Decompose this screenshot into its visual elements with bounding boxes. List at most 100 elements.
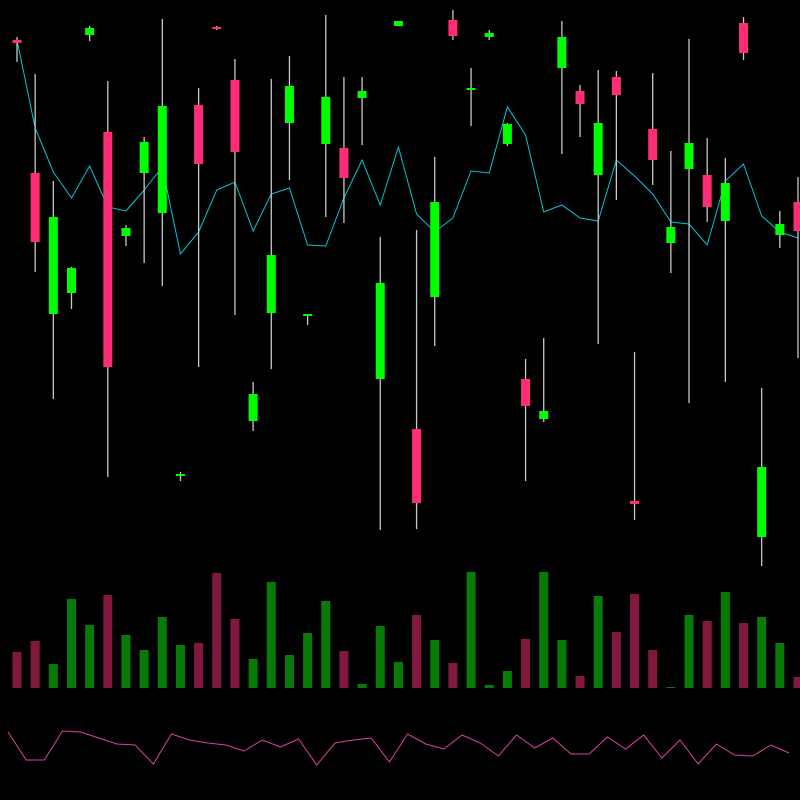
candle <box>230 59 240 315</box>
candle <box>393 21 403 26</box>
candle-body <box>375 283 385 379</box>
candle-body <box>30 173 40 242</box>
volume-bar <box>121 635 131 688</box>
candle-body <box>393 21 403 26</box>
volume-bar <box>630 594 640 688</box>
volume-bar <box>212 573 222 688</box>
candle <box>666 151 676 273</box>
candle <box>466 68 476 126</box>
candle-body <box>430 202 440 297</box>
volume-bar <box>194 643 204 688</box>
volume-bar <box>12 652 22 688</box>
volume-bar <box>266 582 276 688</box>
candle-body <box>121 228 131 236</box>
volume-bar <box>557 640 567 688</box>
candle <box>575 85 585 137</box>
candle <box>702 138 712 222</box>
volume-bar <box>593 596 603 688</box>
candle <box>139 137 149 263</box>
candle <box>684 39 694 403</box>
volume-bar <box>684 615 694 688</box>
candle <box>793 177 800 358</box>
candle-body <box>248 394 258 421</box>
candle <box>85 26 95 41</box>
candle <box>321 15 331 217</box>
candle <box>194 88 204 367</box>
candle-body <box>775 224 785 235</box>
candle <box>412 230 422 529</box>
candle <box>48 181 58 399</box>
candle-body <box>339 148 349 178</box>
candle <box>248 382 258 431</box>
candle-body <box>212 27 222 29</box>
volume-bar <box>502 671 512 688</box>
volume-bar <box>412 615 422 688</box>
candle <box>175 472 185 481</box>
volume-bar <box>85 625 95 688</box>
candle <box>720 158 730 382</box>
volume-bar <box>484 685 494 688</box>
candle <box>630 352 640 520</box>
volume-bar <box>539 572 549 688</box>
candle <box>557 21 567 154</box>
candle <box>739 17 749 60</box>
candle-body <box>611 77 621 95</box>
candle-body <box>448 20 458 36</box>
volume-bar <box>466 572 476 688</box>
volume-bar <box>393 662 403 688</box>
volume-bar <box>448 663 458 688</box>
volume-bar <box>357 684 367 688</box>
volume-bar <box>611 632 621 688</box>
candle-body <box>103 132 113 367</box>
volume-bar <box>666 687 676 688</box>
candle-body <box>684 143 694 169</box>
candle-body <box>466 88 476 90</box>
candle <box>502 123 512 146</box>
candle <box>775 211 785 248</box>
candle <box>357 77 367 145</box>
candle <box>757 388 767 566</box>
volume-bar <box>775 643 785 688</box>
candle-body <box>557 37 567 68</box>
volume-bar <box>321 601 331 688</box>
volume-bar <box>339 651 349 688</box>
candle-body <box>593 123 603 175</box>
volume-bar <box>139 650 149 688</box>
volume-bar <box>375 626 385 688</box>
volume-bar <box>430 640 440 688</box>
candle-body <box>702 175 712 207</box>
candle <box>157 19 167 286</box>
candle-body <box>230 80 240 152</box>
volume-bar <box>793 677 800 688</box>
candle-body <box>739 23 749 53</box>
oscillator-line <box>7 730 790 766</box>
candlestick-panel <box>12 10 800 566</box>
moving-average-layer <box>16 39 799 256</box>
candle <box>266 79 276 369</box>
candle-body <box>484 33 494 37</box>
volume-bar <box>303 633 313 688</box>
volume-bar <box>702 621 712 688</box>
volume-bar <box>284 655 294 688</box>
candle-body <box>539 411 549 419</box>
candle <box>30 74 40 272</box>
volume-bar <box>521 639 531 688</box>
candle <box>103 81 113 477</box>
candle <box>430 157 440 346</box>
candle-body <box>521 379 531 406</box>
volume-bar <box>248 659 258 688</box>
candle-body <box>66 268 76 293</box>
candle-body <box>575 91 585 104</box>
candle <box>66 267 76 309</box>
volume-bar <box>103 595 113 688</box>
candle <box>521 359 531 481</box>
volume-bar <box>30 641 40 688</box>
volume-bar <box>739 623 749 688</box>
candle <box>375 237 385 530</box>
candle-body <box>793 202 800 231</box>
volume-bar <box>157 617 167 688</box>
candle <box>648 73 658 185</box>
volume-bar <box>48 664 58 688</box>
candle-body <box>266 255 276 313</box>
